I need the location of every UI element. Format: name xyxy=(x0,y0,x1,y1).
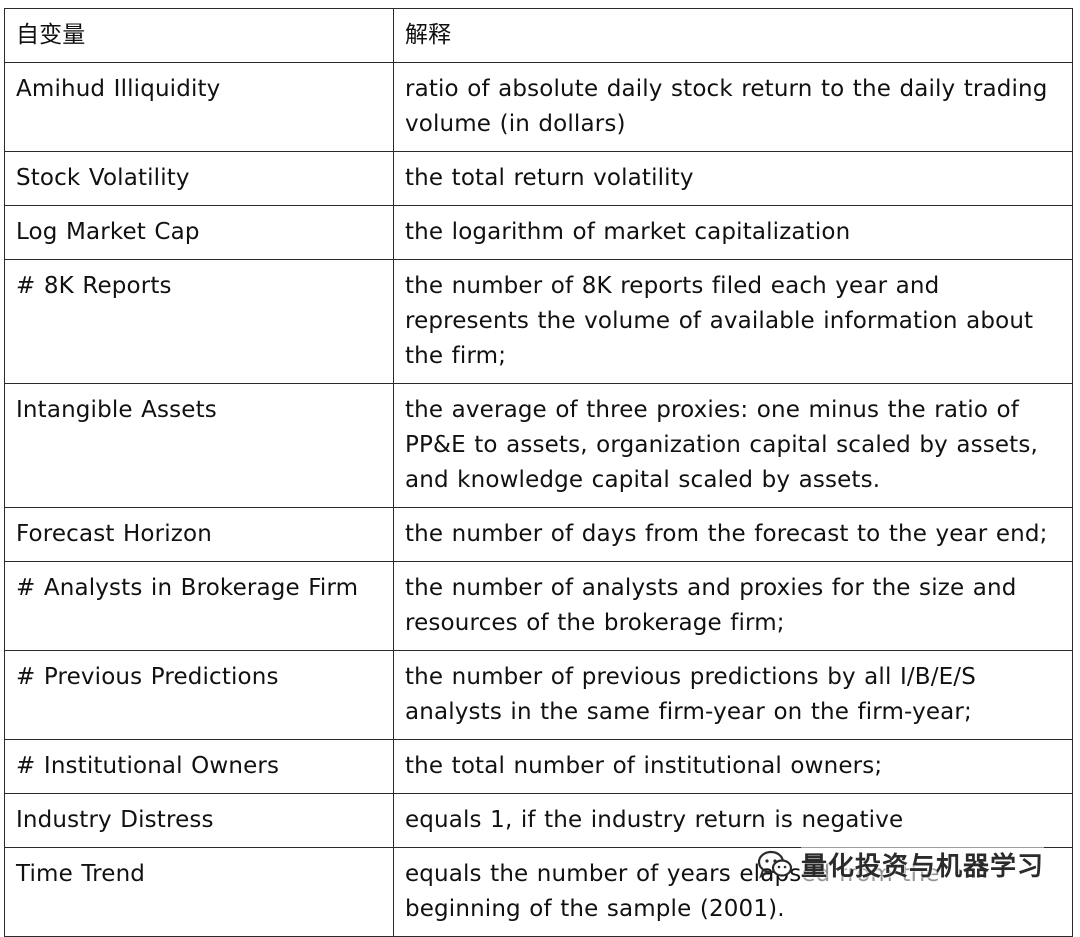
variable-cell: # Previous Predictions xyxy=(4,650,394,740)
variable-cell: # Institutional Owners xyxy=(4,739,394,794)
table-row: Industry Distress equals 1, if the indus… xyxy=(4,793,1073,848)
explanation-cell: the total number of institutional owners… xyxy=(393,739,1073,794)
table-row: Forecast Horizon the number of days from… xyxy=(4,507,1073,562)
variable-cell: Forecast Horizon xyxy=(4,507,394,562)
table-row: # Previous Predictions the number of pre… xyxy=(4,650,1073,740)
explanation-cell: the number of days from the forecast to … xyxy=(393,507,1073,562)
table-row: # 8K Reports the number of 8K reports fi… xyxy=(4,259,1073,384)
explanation-cell: equals the number of years elapsed from … xyxy=(393,847,1073,937)
explanation-cell: ratio of absolute daily stock return to … xyxy=(393,62,1073,152)
variable-cell: Stock Volatility xyxy=(4,151,394,206)
explanation-cell: the average of three proxies: one minus … xyxy=(393,383,1073,508)
variable-cell: Time Trend xyxy=(4,847,394,937)
table-row: Intangible Assets the average of three p… xyxy=(4,383,1073,508)
table-row: # Analysts in Brokerage Firm the number … xyxy=(4,561,1073,651)
header-explanation: 解释 xyxy=(393,8,1073,63)
table-header-row: 自变量 解释 xyxy=(4,8,1073,63)
explanation-cell: the number of analysts and proxies for t… xyxy=(393,561,1073,651)
variable-definitions-table-wrapper: 自变量 解释 Amihud Illiquidity ratio of absol… xyxy=(4,8,1073,937)
explanation-cell: the total return volatility xyxy=(393,151,1073,206)
variable-cell: # Analysts in Brokerage Firm xyxy=(4,561,394,651)
header-variable: 自变量 xyxy=(4,8,394,63)
variable-cell: Amihud Illiquidity xyxy=(4,62,394,152)
table-row: Amihud Illiquidity ratio of absolute dai… xyxy=(4,62,1073,152)
explanation-cell: equals 1, if the industry return is nega… xyxy=(393,793,1073,848)
explanation-cell: the logarithm of market capitalization xyxy=(393,205,1073,260)
table-row: Stock Volatility the total return volati… xyxy=(4,151,1073,206)
variable-cell: Log Market Cap xyxy=(4,205,394,260)
table-row: Log Market Cap the logarithm of market c… xyxy=(4,205,1073,260)
table-row: # Institutional Owners the total number … xyxy=(4,739,1073,794)
variable-cell: # 8K Reports xyxy=(4,259,394,384)
variable-definitions-table: 自变量 解释 Amihud Illiquidity ratio of absol… xyxy=(4,8,1073,937)
variable-cell: Industry Distress xyxy=(4,793,394,848)
explanation-cell: the number of previous predictions by al… xyxy=(393,650,1073,740)
explanation-cell: the number of 8K reports filed each year… xyxy=(393,259,1073,384)
table-row: Time Trend equals the number of years el… xyxy=(4,847,1073,937)
variable-cell: Intangible Assets xyxy=(4,383,394,508)
